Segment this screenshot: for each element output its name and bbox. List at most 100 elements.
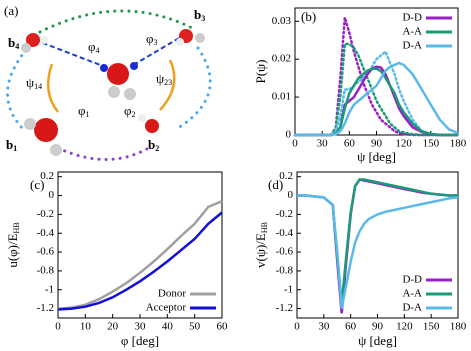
legend-label: A-A: [402, 26, 422, 38]
x-tick-label: 10: [80, 321, 92, 333]
y-tick-label: -1.2: [276, 302, 293, 314]
y-tick-label: 0.01: [272, 91, 291, 103]
diagram-label-sub: 1: [86, 110, 90, 119]
y-tick-label: -1: [45, 283, 54, 295]
diagram-label-sub: 23: [164, 78, 172, 87]
legend-label: D-A: [402, 302, 422, 314]
panel-label: (a): [4, 3, 18, 18]
x-tick-label: 30: [135, 321, 147, 333]
y-tick-label: -0.6: [37, 246, 55, 258]
legend-label: Acceptor: [146, 302, 187, 314]
legend-label: D-D: [402, 274, 422, 286]
y-tick-label: 0: [288, 189, 294, 201]
plot-frame: [57, 171, 223, 319]
x-tick-label: 90: [372, 321, 384, 333]
x-tick-label: 180: [450, 138, 467, 150]
legend-label: D-D: [402, 12, 422, 24]
x-tick-label: 150: [423, 321, 440, 333]
x-axis-label: φ [deg]: [121, 333, 159, 348]
diagram-label-sub: 3: [154, 38, 158, 47]
y-axis-label-sub: HB: [12, 222, 21, 233]
x-tick-label: 50: [189, 321, 201, 333]
diagram-label: φ1: [78, 103, 90, 119]
x-tick-label: 30: [317, 138, 329, 150]
y-tick-label: -1.2: [37, 302, 54, 314]
diagram-label: φ3: [146, 31, 158, 47]
diagram-label-sub: 14: [34, 82, 42, 91]
diagram-label: b4: [8, 35, 19, 51]
x-axis-label: ψ [deg]: [357, 149, 396, 164]
diagram-label: ψ14: [26, 75, 42, 91]
x-tick-label: 120: [396, 321, 413, 333]
data-line: [295, 61, 459, 137]
y-tick-label: 0.02: [272, 53, 291, 65]
y-axis-label: P(ψ): [253, 59, 268, 83]
y-tick-label: -0.8: [37, 264, 55, 276]
y-axis-label-sub: HB: [260, 222, 269, 233]
x-tick-label: 40: [162, 321, 174, 333]
x-tick-label: 60: [217, 321, 229, 333]
diagram-label-base: b: [194, 7, 201, 22]
y-tick-label: -0.8: [276, 264, 294, 276]
dotted-line: [293, 49, 460, 137]
diagram-label-base: b: [6, 137, 13, 152]
panel-label: (c): [30, 177, 44, 192]
y-tick-label: 0.2: [279, 170, 293, 182]
y-axis-label: u(φ)/EHB: [5, 222, 21, 267]
molecule-diagram: [6, 9, 212, 161]
y-tick-label: 0.03: [272, 15, 292, 27]
y-tick-label: -0.2: [37, 208, 54, 220]
diagram-label-base: b: [8, 35, 15, 50]
diagram-label-sub: 4: [96, 46, 100, 55]
x-axis-label: ψ [deg]: [358, 333, 397, 348]
diagram-label: ψ23: [156, 71, 172, 87]
diagram-label-sub: 2: [132, 110, 136, 119]
diagram-label: b1: [6, 137, 17, 153]
data-line: [57, 200, 223, 310]
x-tick-label: 90: [371, 138, 383, 150]
y-tick-label: 0: [49, 189, 55, 201]
y-tick-label: -0.2: [276, 208, 293, 220]
x-tick-label: 60: [344, 138, 356, 150]
diagram-label-sub: 2: [155, 144, 159, 153]
panel-label: (d): [268, 177, 283, 192]
diagram-label-base: φ: [78, 103, 86, 118]
diagram-label: φ4: [88, 39, 100, 55]
diagram-label-base: φ: [124, 103, 132, 118]
legend-label: Donor: [158, 288, 186, 300]
y-tick-label: 0: [286, 129, 292, 141]
y-tick-label: -0.6: [276, 246, 294, 258]
panel-label: (b): [301, 9, 316, 24]
diagram-label-sub: 3: [201, 14, 205, 23]
legend-label: D-A: [402, 40, 422, 52]
diagram-label-base: φ: [88, 39, 96, 54]
x-tick-label: 0: [292, 138, 298, 150]
plot-frame: [294, 7, 459, 136]
diagram-label-base: ψ: [156, 71, 164, 86]
y-tick-label: 0.2: [40, 170, 54, 182]
legend-label: A-A: [402, 288, 422, 300]
x-tick-label: 120: [395, 138, 412, 150]
diagram-label-base: φ: [146, 31, 154, 46]
diagram-label-base: b: [148, 137, 155, 152]
dotted-line: [293, 17, 460, 137]
y-axis-label-base: v(ψ)/E: [253, 233, 268, 268]
diagram-label: b2: [148, 137, 159, 153]
diagram-label-sub: 1: [13, 144, 17, 153]
diagram-label-sub: 4: [15, 42, 19, 51]
x-tick-label: 30: [318, 321, 330, 333]
y-tick-label: -1: [284, 283, 293, 295]
y-tick-label: -0.4: [276, 227, 294, 239]
x-tick-label: 0: [294, 321, 300, 333]
x-tick-label: 60: [345, 321, 357, 333]
y-tick-label: -0.4: [37, 227, 55, 239]
diagram-label-base: ψ: [26, 75, 34, 90]
x-tick-label: 0: [55, 321, 61, 333]
diagram-label: φ2: [124, 103, 136, 119]
data-line: [297, 194, 459, 309]
diagram-label: b3: [194, 7, 205, 23]
x-tick-label: 180: [450, 321, 467, 333]
y-axis-label: v(ψ)/EHB: [253, 222, 269, 268]
x-tick-label: 20: [107, 321, 119, 333]
